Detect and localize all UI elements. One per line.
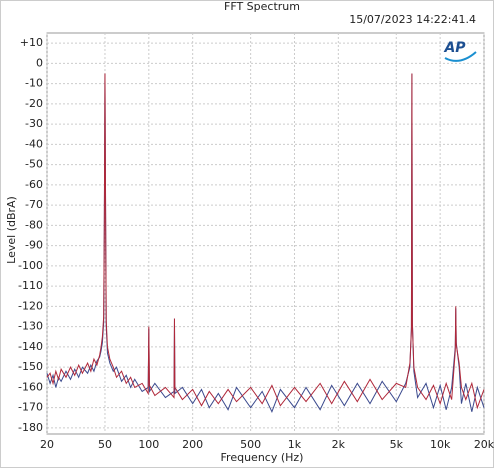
x-tick-label: 200 — [182, 438, 203, 451]
x-tick-label: 1k — [288, 438, 302, 451]
y-tick-label: -30 — [25, 117, 43, 130]
y-axis-label: Level (dBrA) — [5, 196, 18, 264]
y-tick-label: -70 — [25, 198, 43, 211]
y-tick-label: -10 — [25, 77, 43, 90]
y-tick-label: -40 — [25, 137, 43, 150]
chart-title: FFT Spectrum — [224, 0, 300, 13]
y-tick-label: -140 — [18, 340, 43, 353]
y-tick-label: -180 — [18, 421, 43, 434]
y-tick-label: -170 — [18, 401, 43, 414]
y-tick-label: -110 — [18, 279, 43, 292]
y-tick-label: 0 — [36, 56, 43, 69]
x-tick-label: 50 — [98, 438, 112, 451]
y-tick-label: -20 — [25, 97, 43, 110]
y-tick-label: -50 — [25, 158, 43, 171]
timestamp: 15/07/2023 14:22:41.4 — [349, 13, 476, 26]
y-tick-label: +10 — [20, 36, 43, 49]
logo: AP — [443, 40, 477, 62]
y-tick-label: -80 — [25, 218, 43, 231]
y-tick-label: -60 — [25, 178, 43, 191]
y-tick-label: -100 — [18, 259, 43, 272]
y-tick-label: -120 — [18, 299, 43, 312]
logo-swoosh — [444, 51, 477, 62]
x-tick-label: 2k — [332, 438, 346, 451]
spectrum-line — [46, 73, 485, 410]
y-tick-label: -160 — [18, 380, 43, 393]
x-tick-label: 500 — [240, 438, 261, 451]
x-tick-label: 20k — [474, 438, 494, 451]
plot-area — [46, 32, 485, 435]
spectrum-line — [46, 73, 485, 413]
y-tick-label: -150 — [18, 360, 43, 373]
y-tick-label: -90 — [25, 239, 43, 252]
x-tick-label: 100 — [138, 438, 159, 451]
logo-text: AP — [443, 40, 466, 56]
x-axis-label: Frequency (Hz) — [221, 451, 304, 464]
x-tick-label: 10k — [430, 438, 451, 451]
x-tick-label: 5k — [390, 438, 404, 451]
y-tick-label: -130 — [18, 320, 43, 333]
x-tick-label: 20 — [40, 438, 54, 451]
